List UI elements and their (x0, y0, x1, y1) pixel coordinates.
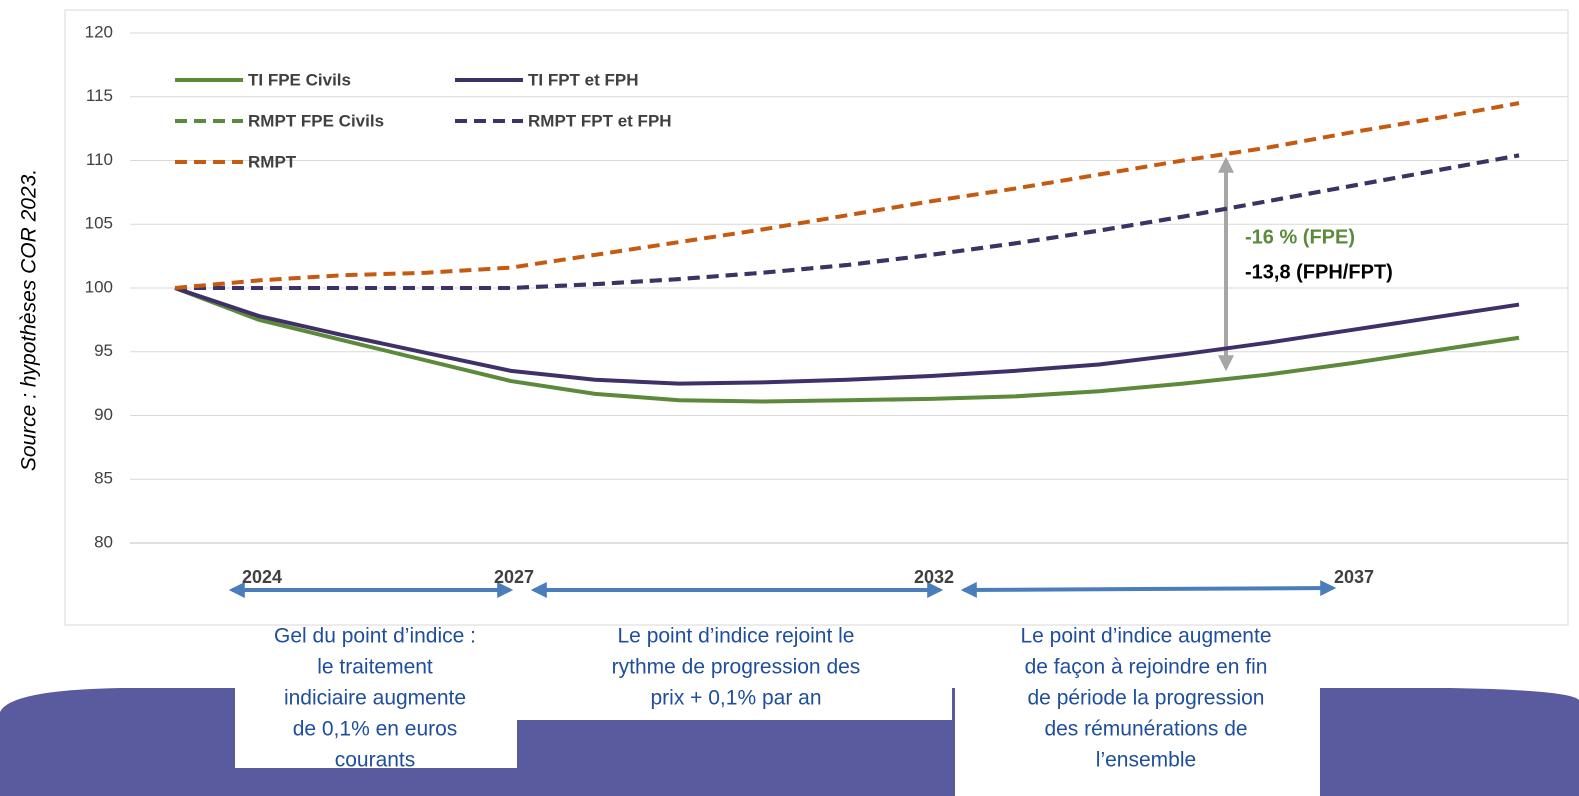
period-text: de 0,1% en euros (293, 718, 458, 741)
legend-label: RMPT (248, 152, 297, 171)
x-tick-label: 2024 (242, 567, 282, 587)
y-tick-label: 90 (94, 405, 113, 424)
period-text: rythme de progression des (612, 656, 861, 679)
period-text: Gel du point d’indice : (274, 625, 476, 648)
period-text: Le point d’indice rejoint le (618, 625, 855, 648)
text-box (955, 626, 1320, 796)
text-box (235, 626, 517, 768)
y-tick-label: 100 (85, 277, 113, 296)
annotation: -13,8 (FPH/FPT) (1245, 261, 1393, 283)
y-tick-label: 85 (94, 469, 113, 488)
y-tick-label: 115 (86, 86, 113, 105)
x-tick-label: 2037 (1334, 567, 1374, 587)
series-line (175, 153, 1520, 290)
period-text: l’ensemble (1096, 749, 1196, 772)
period-text: de façon à rejoindre en fin (1025, 656, 1268, 679)
annotation: -16 % (FPE) (1245, 226, 1355, 248)
y-tick-label: 80 (94, 532, 113, 551)
y-tick-label: 120 (85, 22, 113, 41)
y-tick-label: 95 (94, 341, 113, 360)
text-box (517, 626, 952, 720)
legend-label: TI FPT et FPH (528, 70, 639, 89)
legend-label: RMPT FPE Civils (248, 111, 384, 130)
period-text: de période la progression (1028, 687, 1265, 710)
legend-label: TI FPE Civils (248, 70, 351, 89)
source-note: Source : hypothèses COR 2023. (18, 169, 41, 471)
series-line (174, 286, 1520, 386)
plot-frame (64, 9, 1569, 626)
period-text: Le point d’indice augmente (1020, 625, 1271, 648)
period-text: courants (335, 749, 416, 772)
period-text: des rémunérations de (1044, 718, 1247, 741)
series-line (174, 101, 1520, 290)
x-tick-label: 2027 (494, 567, 534, 587)
series-line (174, 286, 1520, 404)
period-text: le traitement (317, 656, 433, 679)
y-tick-label: 105 (85, 214, 113, 233)
period-arrow (960, 580, 1337, 598)
x-tick-label: 2032 (914, 567, 954, 587)
legend-label: RMPT FPT et FPH (528, 111, 672, 130)
period-text: indiciaire augmente (284, 687, 466, 710)
period-text: prix + 0,1% par an (650, 687, 821, 710)
y-tick-label: 110 (86, 150, 113, 169)
